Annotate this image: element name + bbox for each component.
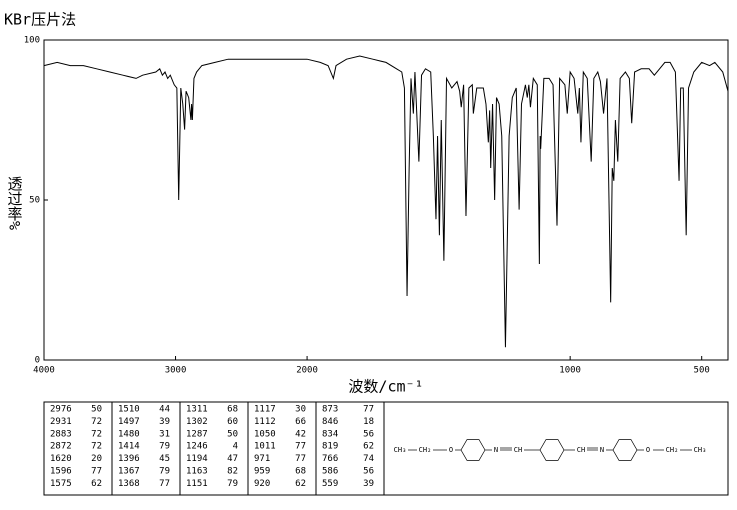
peak-wavenumber: 873	[322, 405, 338, 415]
peak-transmittance: 56	[363, 429, 374, 439]
peak-transmittance: 77	[363, 405, 374, 415]
peak-wavenumber: 846	[322, 417, 338, 427]
atom-label: N	[494, 446, 498, 454]
peak-wavenumber: 586	[322, 467, 338, 477]
spectrum-line	[43, 55, 729, 348]
peak-wavenumber: 1011	[254, 442, 276, 452]
peak-transmittance: 74	[363, 454, 374, 464]
peak-wavenumber: 920	[254, 479, 270, 489]
peak-wavenumber: 2883	[50, 429, 72, 439]
y-tick-label: 50	[29, 196, 40, 206]
peak-transmittance: 79	[227, 479, 238, 489]
peak-wavenumber: 1050	[254, 429, 276, 439]
peak-wavenumber: 1112	[254, 417, 276, 427]
peak-wavenumber: 1311	[186, 405, 208, 415]
atom-label: O	[449, 446, 453, 454]
peak-transmittance: 62	[91, 479, 102, 489]
peak-transmittance: 77	[295, 454, 306, 464]
chart-title: KBr压片法	[4, 11, 76, 29]
plot-frame	[43, 39, 729, 361]
structure: CH₃ CH₂ O N CH CH N O CH₂ CH₃	[394, 439, 707, 461]
peak-transmittance: 39	[159, 417, 170, 427]
peak-wavenumber: 1367	[118, 467, 140, 477]
peak-transmittance: 66	[295, 417, 306, 427]
peak-transmittance: 50	[91, 405, 102, 415]
peak-wavenumber: 1414	[118, 442, 140, 452]
peak-transmittance: 79	[159, 442, 170, 452]
peak-transmittance: 62	[363, 442, 374, 452]
peak-transmittance: 60	[227, 417, 238, 427]
atom-label: O	[646, 446, 650, 454]
peak-wavenumber: 2931	[50, 417, 72, 427]
peak-transmittance: 20	[91, 454, 102, 464]
peak-transmittance: 72	[91, 442, 102, 452]
peak-transmittance: 62	[295, 479, 306, 489]
peak-transmittance: 77	[295, 442, 306, 452]
x-tick-label: 2000	[296, 366, 318, 376]
x-tick-label: 1000	[559, 366, 581, 376]
y-tick-label: 100	[24, 36, 40, 46]
peak-wavenumber: 1287	[186, 429, 208, 439]
x-tick-label: 4000	[33, 366, 55, 376]
atom-label: N	[600, 446, 604, 454]
benzene-ring	[539, 439, 565, 461]
peak-transmittance: 77	[159, 479, 170, 489]
peak-transmittance: 72	[91, 429, 102, 439]
peak-transmittance: 50	[227, 429, 238, 439]
atom-label: CH₃	[394, 446, 407, 454]
peak-wavenumber: 1151	[186, 479, 208, 489]
peak-wavenumber: 971	[254, 454, 270, 464]
peak-wavenumber: 1497	[118, 417, 140, 427]
peak-transmittance: 77	[91, 467, 102, 477]
atom-label: CH₃	[694, 446, 707, 454]
peak-wavenumber: 1596	[50, 467, 72, 477]
peak-wavenumber: 1302	[186, 417, 208, 427]
peak-wavenumber: 559	[322, 479, 338, 489]
peak-transmittance: 72	[91, 417, 102, 427]
peak-wavenumber: 1163	[186, 467, 208, 477]
peak-wavenumber: 1480	[118, 429, 140, 439]
atom-label: CH	[577, 446, 585, 454]
peak-wavenumber: 1194	[186, 454, 208, 464]
peak-wavenumber: 1510	[118, 405, 140, 415]
peak-transmittance: 18	[363, 417, 374, 427]
atom-label: CH	[514, 446, 522, 454]
peak-wavenumber: 1117	[254, 405, 276, 415]
y-tick-label: 0	[35, 356, 40, 366]
peak-wavenumber: 1368	[118, 479, 140, 489]
x-tick-label: 500	[694, 366, 710, 376]
peak-transmittance: 42	[295, 429, 306, 439]
peak-wavenumber: 1246	[186, 442, 208, 452]
benzene-ring	[612, 439, 638, 461]
peak-wavenumber: 1396	[118, 454, 140, 464]
peak-transmittance: 30	[295, 405, 306, 415]
peak-wavenumber: 766	[322, 454, 338, 464]
atom-label: CH₂	[666, 446, 679, 454]
peak-wavenumber: 1575	[50, 479, 72, 489]
peak-wavenumber: 819	[322, 442, 338, 452]
peak-transmittance: 31	[159, 429, 170, 439]
peak-transmittance: 56	[363, 467, 374, 477]
peak-transmittance: 68	[295, 467, 306, 477]
peak-wavenumber: 834	[322, 429, 338, 439]
y-axis-label: 透过率%	[6, 176, 24, 230]
peak-transmittance: 45	[159, 454, 170, 464]
peak-wavenumber: 2976	[50, 405, 72, 415]
peak-wavenumber: 1620	[50, 454, 72, 464]
peak-transmittance: 44	[159, 405, 170, 415]
peak-transmittance: 4	[233, 442, 238, 452]
peak-wavenumber: 2872	[50, 442, 72, 452]
peak-transmittance: 39	[363, 479, 374, 489]
benzene-ring	[460, 439, 486, 461]
peak-transmittance: 82	[227, 467, 238, 477]
x-axis-label: 波数/cm⁻¹	[348, 378, 423, 396]
atom-label: CH₂	[419, 446, 432, 454]
table-frame	[43, 401, 729, 496]
peak-wavenumber: 959	[254, 467, 270, 477]
peak-transmittance: 68	[227, 405, 238, 415]
x-tick-label: 3000	[165, 366, 187, 376]
peak-transmittance: 79	[159, 467, 170, 477]
peak-transmittance: 47	[227, 454, 238, 464]
